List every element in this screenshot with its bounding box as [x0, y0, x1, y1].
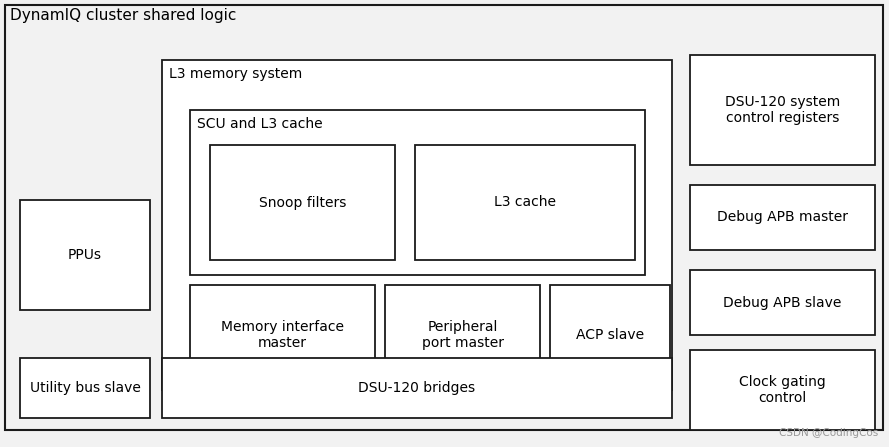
- Bar: [190, 110, 645, 275]
- Text: Debug APB slave: Debug APB slave: [724, 295, 842, 309]
- Text: Snoop filters: Snoop filters: [259, 195, 346, 210]
- Text: ACP slave: ACP slave: [576, 328, 644, 342]
- Text: PPUs: PPUs: [68, 248, 102, 262]
- Text: CSDN @CodingCos: CSDN @CodingCos: [779, 428, 878, 438]
- Bar: [210, 145, 395, 260]
- Bar: [415, 145, 635, 260]
- Text: Utility bus slave: Utility bus slave: [29, 381, 140, 395]
- Bar: [690, 185, 875, 250]
- Bar: [690, 55, 875, 165]
- Text: L3 memory system: L3 memory system: [169, 67, 302, 81]
- Bar: [385, 285, 540, 385]
- Text: Memory interface
master: Memory interface master: [221, 320, 344, 350]
- Bar: [162, 358, 672, 418]
- Bar: [690, 350, 875, 430]
- Bar: [20, 200, 150, 310]
- Text: L3 cache: L3 cache: [494, 195, 556, 210]
- Text: DynamIQ cluster shared logic: DynamIQ cluster shared logic: [10, 8, 236, 23]
- Text: Clock gating
control: Clock gating control: [739, 375, 826, 405]
- Bar: [690, 270, 875, 335]
- Text: Peripheral
port master: Peripheral port master: [421, 320, 503, 350]
- Text: Debug APB master: Debug APB master: [717, 211, 848, 224]
- Bar: [20, 358, 150, 418]
- Bar: [550, 285, 670, 385]
- Text: SCU and L3 cache: SCU and L3 cache: [197, 117, 323, 131]
- Bar: [162, 60, 672, 390]
- Text: DSU-120 system
control registers: DSU-120 system control registers: [725, 95, 840, 125]
- Text: DSU-120 bridges: DSU-120 bridges: [358, 381, 476, 395]
- Bar: [190, 285, 375, 385]
